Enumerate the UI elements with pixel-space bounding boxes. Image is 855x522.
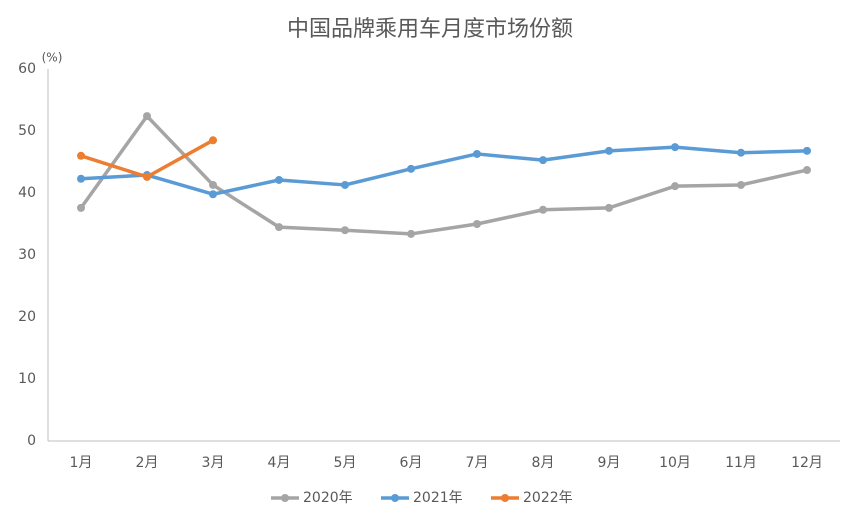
- data-point: [671, 143, 679, 152]
- x-tick-label: 2月: [136, 455, 159, 471]
- series-line: [80, 145, 808, 196]
- data-point: [671, 182, 679, 191]
- data-point: [605, 203, 613, 212]
- legend-marker: [281, 494, 289, 502]
- legend-label: 2020年: [303, 490, 353, 506]
- data-point: [209, 190, 217, 199]
- data-point: [473, 149, 481, 158]
- data-point: [737, 148, 745, 157]
- x-tick-label: 11月: [725, 455, 757, 471]
- x-tick-label: 7月: [466, 455, 489, 471]
- data-point: [473, 220, 481, 228]
- chart-title: 中国品牌乘用车月度市场份额: [287, 17, 573, 42]
- data-point: [143, 172, 151, 181]
- legend-label: 2021年: [413, 490, 463, 506]
- x-tick-label: 10月: [659, 455, 691, 471]
- data-point: [803, 146, 811, 155]
- x-tick-label: 6月: [400, 455, 423, 471]
- data-point: [209, 180, 217, 189]
- data-point: [77, 151, 85, 160]
- y-axis-label: (%): [42, 51, 63, 65]
- data-point: [275, 223, 283, 232]
- data-point: [407, 229, 415, 238]
- x-tick-label: 1月: [70, 455, 93, 471]
- data-point: [605, 146, 613, 155]
- y-tick-label: 10: [18, 371, 36, 387]
- y-tick-label: 40: [18, 185, 36, 201]
- data-point: [341, 180, 349, 189]
- data-point: [209, 136, 217, 145]
- y-tick-label: 0: [27, 433, 36, 449]
- legend-marker: [501, 494, 509, 502]
- x-tick-label: 5月: [334, 455, 357, 471]
- y-tick-label: 60: [18, 61, 36, 77]
- legend-label: 2022年: [523, 490, 573, 506]
- series-line: [79, 114, 808, 236]
- data-point: [539, 156, 547, 165]
- data-point: [539, 205, 547, 214]
- legend-marker: [391, 494, 399, 502]
- y-tick-label: 20: [18, 309, 36, 325]
- y-tick-label: 50: [18, 123, 36, 139]
- data-point: [341, 226, 349, 235]
- x-tick-label: 12月: [791, 455, 823, 471]
- x-tick-label: 3月: [202, 455, 225, 471]
- x-tick-label: 9月: [598, 455, 621, 471]
- data-point: [143, 112, 151, 121]
- data-point: [737, 180, 745, 189]
- data-point: [77, 174, 85, 183]
- y-tick-label: 30: [18, 247, 36, 263]
- x-tick-label: 8月: [532, 455, 555, 471]
- data-point: [77, 203, 85, 212]
- x-tick-label: 4月: [268, 455, 291, 471]
- data-point: [407, 164, 415, 173]
- data-point: [275, 175, 283, 184]
- data-point: [803, 166, 811, 175]
